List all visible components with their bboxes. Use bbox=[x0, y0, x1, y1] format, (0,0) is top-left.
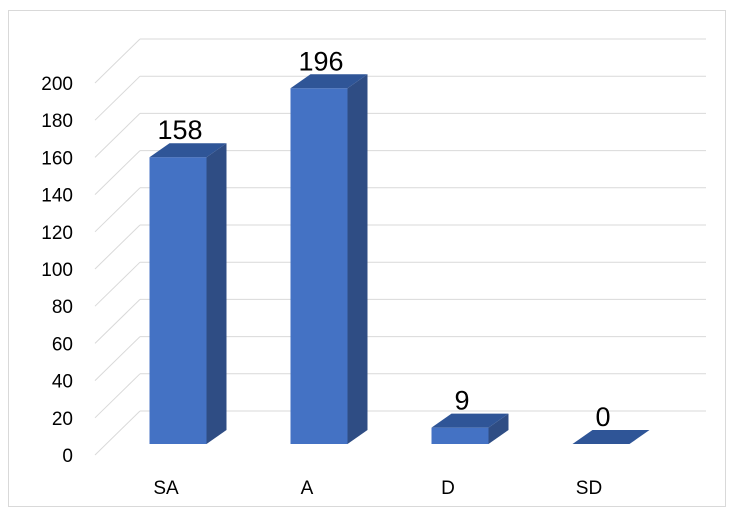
gridline-depth bbox=[94, 373, 141, 419]
y-tick-label: 60 bbox=[52, 334, 73, 355]
bar-top bbox=[572, 430, 650, 444]
bar-sd bbox=[572, 430, 650, 444]
x-axis: SA A D SD bbox=[153, 478, 602, 499]
gridline-depth bbox=[94, 261, 141, 307]
gridline-depth bbox=[94, 224, 141, 270]
gridline-depth bbox=[94, 336, 141, 381]
gridline-depth bbox=[94, 299, 141, 344]
gridlines bbox=[94, 38, 706, 456]
bars bbox=[149, 74, 650, 445]
bar-top bbox=[431, 413, 509, 428]
y-axis: 0 20 40 60 80 100 120 140 160 180 200 bbox=[41, 74, 73, 467]
y-tick-label: 180 bbox=[41, 111, 73, 132]
bar-side bbox=[488, 413, 509, 444]
data-label: 0 bbox=[595, 402, 610, 432]
data-label: 158 bbox=[157, 115, 202, 145]
x-tick-label: SD bbox=[576, 478, 602, 499]
gridline-depth bbox=[94, 75, 141, 121]
bar-front bbox=[149, 157, 207, 445]
gridline-depth bbox=[94, 38, 141, 84]
data-label: 196 bbox=[298, 46, 343, 76]
gridline-depth bbox=[94, 410, 141, 456]
y-tick-label: 80 bbox=[52, 297, 73, 318]
data-labels: 158 196 9 0 bbox=[157, 46, 610, 432]
gridline-depth bbox=[94, 187, 141, 233]
bar-top bbox=[290, 74, 368, 89]
bar-d bbox=[431, 413, 509, 444]
y-tick-label: 0 bbox=[62, 446, 73, 467]
bar-front bbox=[290, 88, 348, 444]
x-tick-label: A bbox=[301, 478, 314, 499]
bar-sa bbox=[149, 143, 227, 445]
bar-side bbox=[206, 143, 227, 445]
y-tick-label: 200 bbox=[41, 74, 73, 95]
y-tick-label: 40 bbox=[52, 372, 73, 393]
y-tick-label: 20 bbox=[52, 409, 73, 430]
data-label: 9 bbox=[454, 386, 469, 416]
gridline-depth bbox=[94, 150, 141, 195]
y-tick-label: 160 bbox=[41, 148, 73, 169]
bar-side bbox=[347, 74, 368, 444]
y-tick-label: 120 bbox=[41, 223, 73, 244]
bar-a bbox=[290, 74, 368, 444]
bar-front bbox=[431, 427, 489, 444]
y-tick-label: 140 bbox=[41, 186, 73, 207]
x-tick-label: SA bbox=[153, 478, 179, 499]
bar-top bbox=[149, 143, 227, 158]
gridline-depth bbox=[94, 113, 141, 158]
x-tick-label: D bbox=[441, 478, 455, 499]
y-tick-label: 100 bbox=[41, 260, 73, 281]
